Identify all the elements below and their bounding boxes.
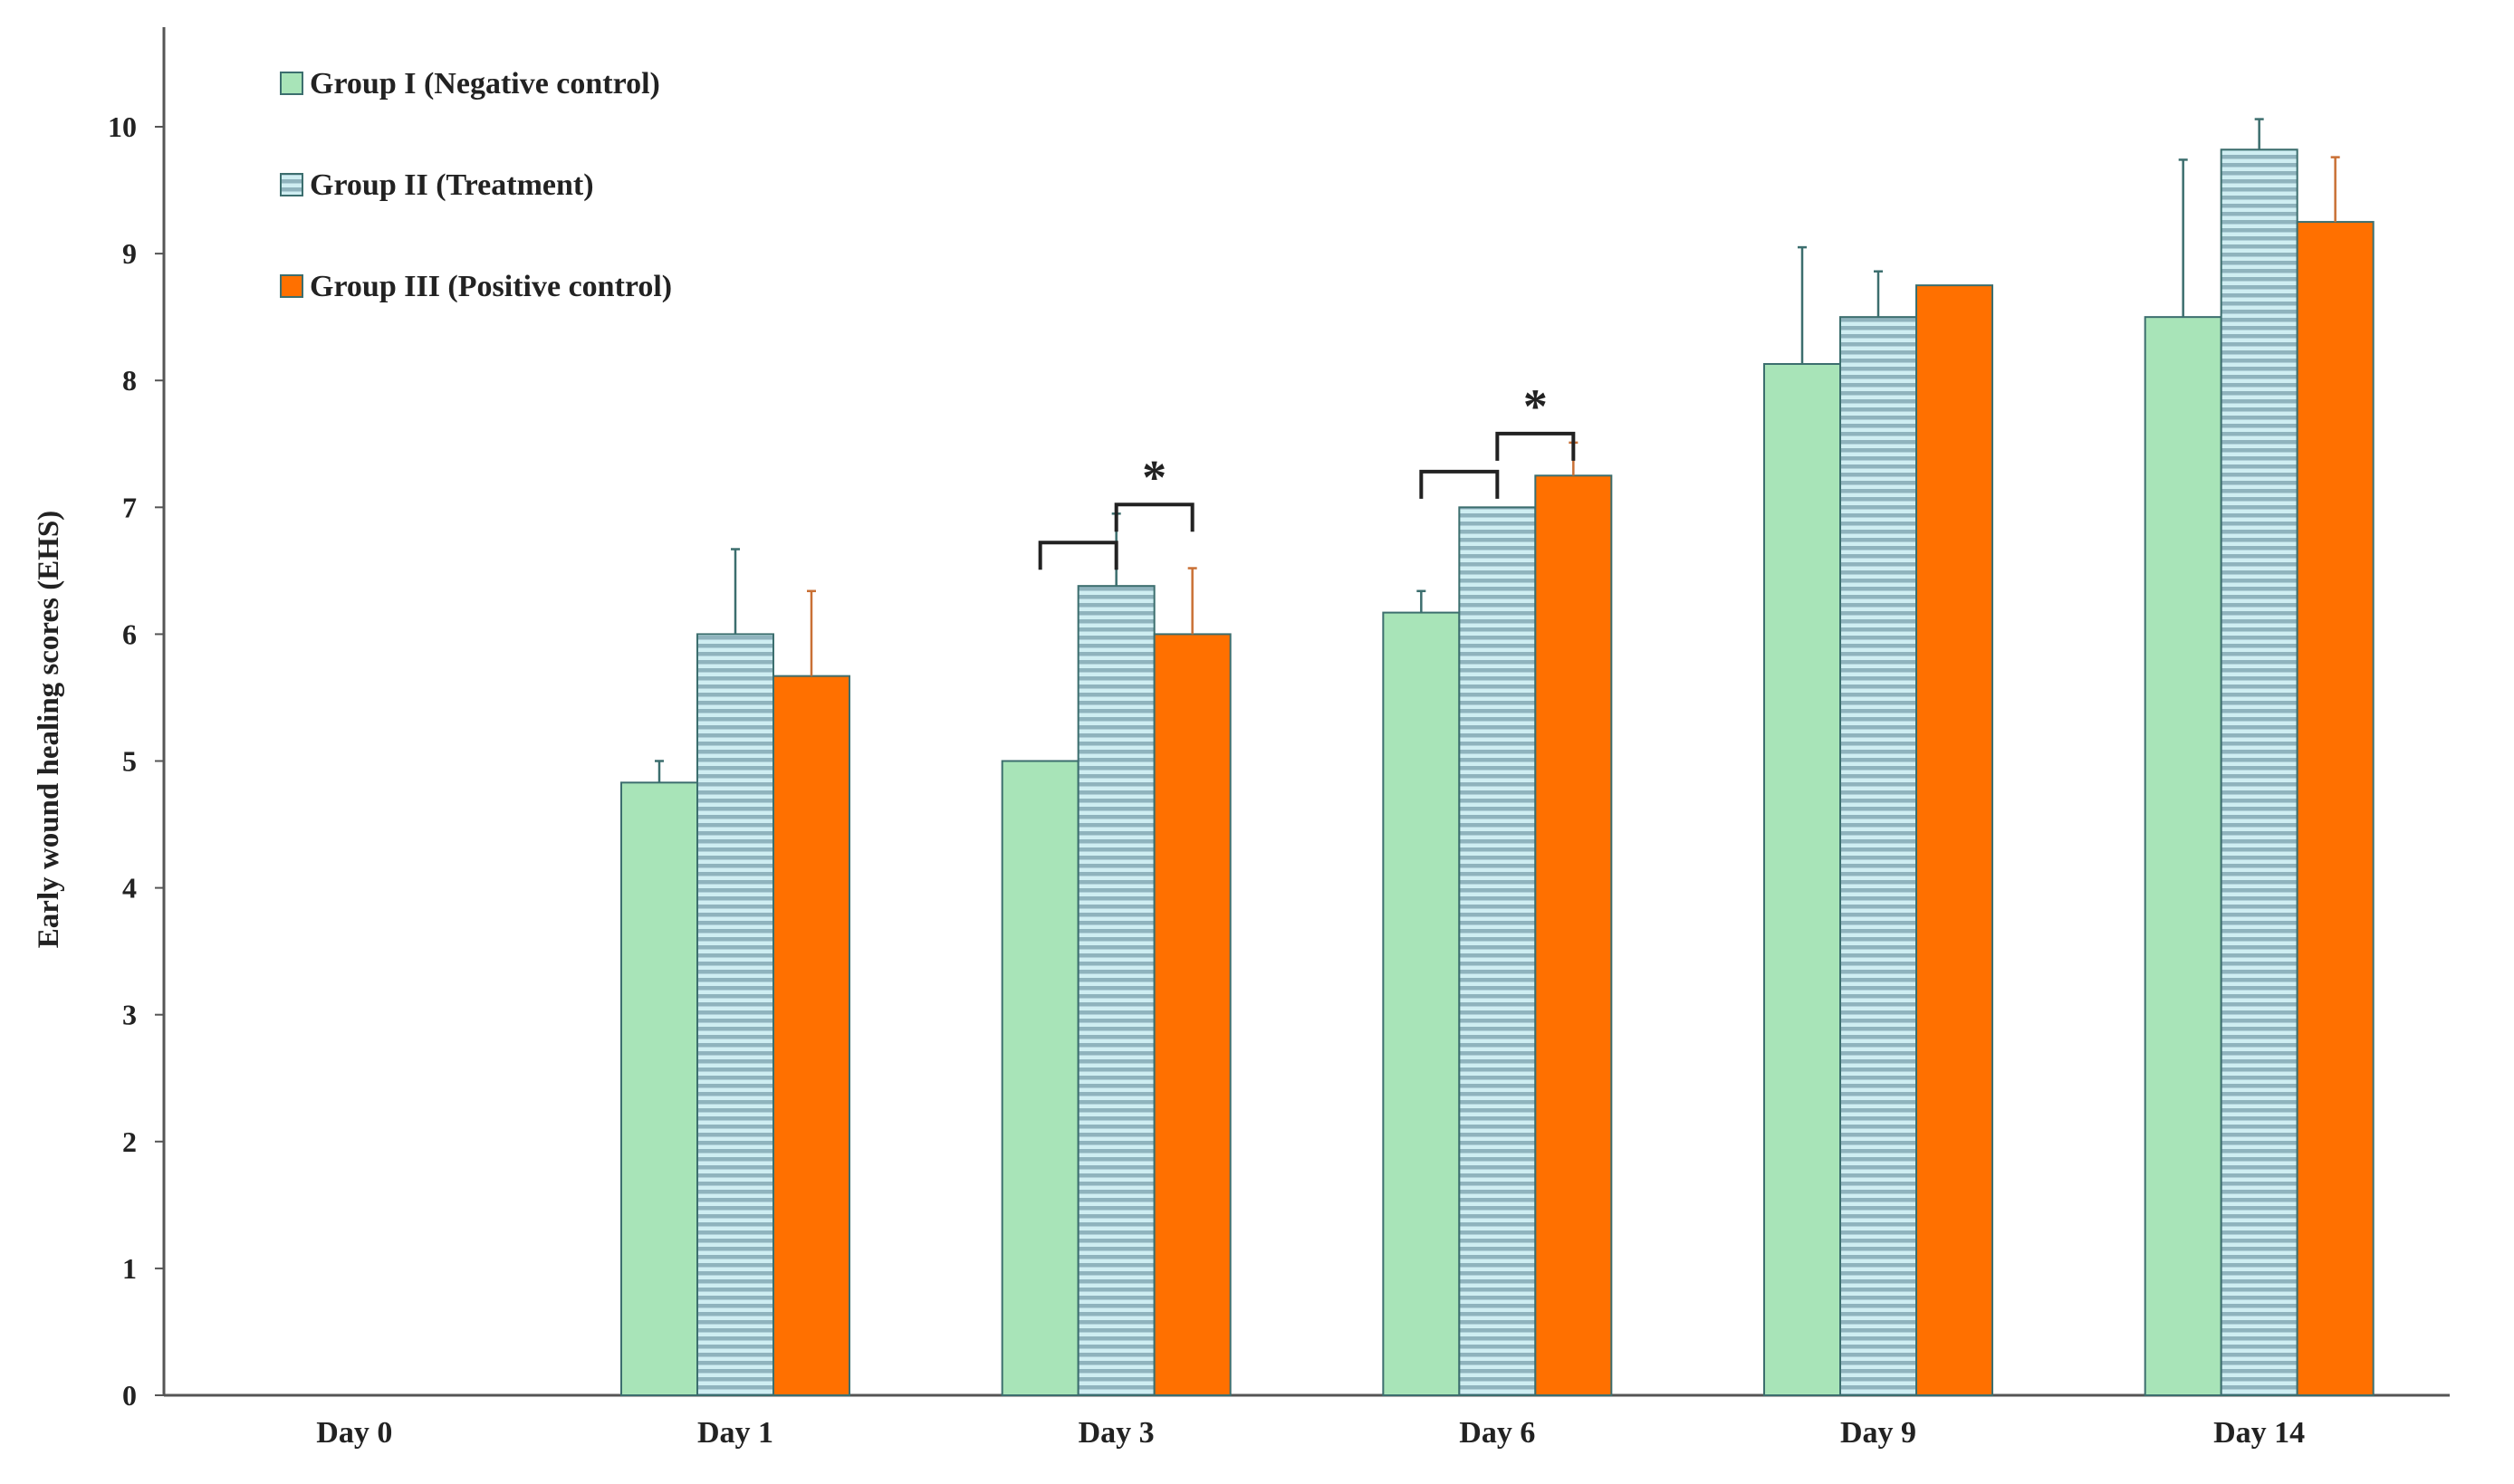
significance-star: * — [1142, 450, 1166, 504]
y-tick-label: 7 — [122, 491, 137, 523]
x-tick-label: Day 3 — [1079, 1416, 1155, 1450]
significance-bracket — [1114, 503, 1195, 532]
legend: Group I (Negative control) Group II (Trea… — [280, 67, 672, 303]
x-tick-label: Day 9 — [1840, 1416, 1916, 1450]
y-tick-label: 0 — [122, 1379, 137, 1412]
bar-group-3-day-3 — [1153, 633, 1232, 1396]
bar-group-1-day-9 — [1763, 362, 1841, 1396]
significance-bracket — [1038, 541, 1118, 570]
legend-label: Group I (Negative control) — [310, 67, 660, 101]
x-tick-label: Day 6 — [1459, 1416, 1535, 1450]
bar-group-1-day-14 — [2144, 316, 2222, 1396]
legend-swatch — [280, 72, 303, 95]
y-tick-label: 2 — [122, 1125, 137, 1158]
bars — [620, 148, 2375, 1397]
y-tick-label: 8 — [122, 364, 137, 397]
bar-group-3-day-14 — [2296, 221, 2375, 1397]
legend-swatch — [280, 173, 303, 196]
bar-group-2-day-1 — [696, 633, 774, 1396]
bar-group-2-day-6 — [1458, 506, 1537, 1396]
bar-group-1-day-1 — [620, 781, 698, 1396]
y-tick-label: 5 — [122, 745, 137, 778]
x-tick-label: Day 1 — [697, 1416, 773, 1450]
bar-group-2-day-14 — [2220, 148, 2298, 1396]
x-tick-label: Day 0 — [316, 1416, 392, 1450]
legend-swatch — [280, 274, 303, 298]
bar-group-2-day-9 — [1839, 316, 1917, 1396]
y-tick-label: 3 — [122, 999, 137, 1031]
significance-star: * — [1523, 379, 1548, 434]
bar-group-1-day-6 — [1382, 611, 1461, 1396]
y-tick-label: 9 — [122, 237, 137, 270]
significance-bracket — [1419, 469, 1500, 499]
axes: 0 1 2 3 4 5 6 7 8 9 10 Early wound healing scores (… — [33, 27, 2450, 1450]
bar-group-2-day-3 — [1077, 585, 1156, 1396]
bar-group-3-day-6 — [1534, 474, 1613, 1396]
bar-group-3-day-1 — [772, 675, 850, 1396]
y-tick-label: 1 — [122, 1252, 137, 1285]
y-tick-label: 4 — [122, 872, 137, 905]
legend-label: Group III (Positive control) — [310, 270, 672, 303]
significance-annotations: ** — [1038, 379, 1576, 570]
y-tick-label: 10 — [108, 110, 137, 143]
significance-bracket — [1495, 431, 1576, 461]
legend-label: Group II (Treatment) — [310, 168, 594, 202]
bar-group-3-day-9 — [1915, 284, 1993, 1396]
y-tick-label: 6 — [122, 618, 137, 650]
bar-group-1-day-3 — [1001, 760, 1079, 1396]
y-axis-title: Early wound healing scores (EHS) — [33, 511, 65, 948]
x-tick-label: Day 14 — [2213, 1416, 2305, 1450]
